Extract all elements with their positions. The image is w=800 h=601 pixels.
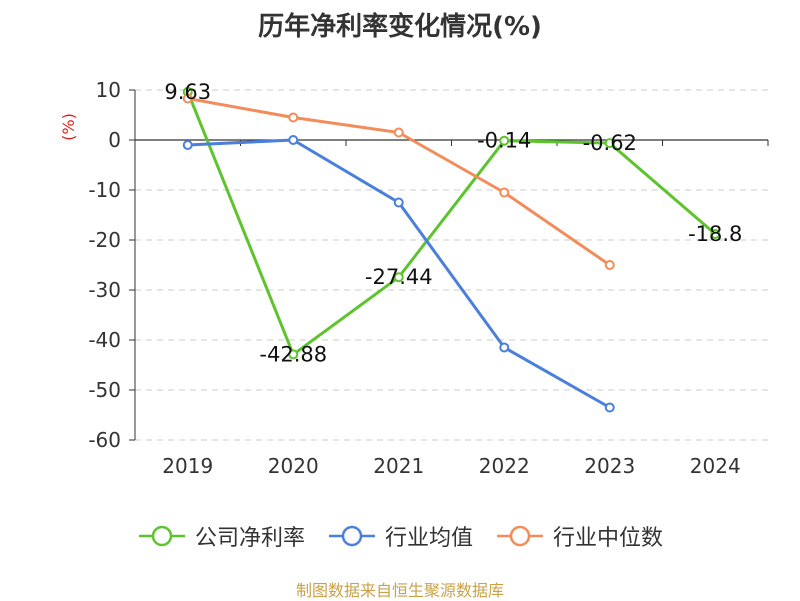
x-tick-label: 2020 <box>268 454 319 478</box>
legend-label: 行业中位数 <box>553 526 664 551</box>
source-note: 制图数据来自恒生聚源数据库 <box>295 581 504 600</box>
y-axis-label: (%) <box>59 113 78 141</box>
y-tick-label: -60 <box>88 428 121 452</box>
y-tick-label: -40 <box>88 328 121 352</box>
data-label: -0.14 <box>477 129 531 153</box>
data-point <box>499 135 510 146</box>
data-point <box>499 187 510 198</box>
data-label: 9.63 <box>164 80 211 104</box>
data-point <box>710 229 721 239</box>
x-tick-label: 2021 <box>373 454 424 478</box>
data-point <box>393 127 404 138</box>
x-tick-label: 2019 <box>162 454 213 478</box>
legend-marker-icon <box>497 525 543 547</box>
legend-item[interactable]: 公司净利率 <box>137 520 305 552</box>
data-point <box>288 112 299 123</box>
legend-item[interactable]: 行业中位数 <box>495 520 663 552</box>
data-point <box>288 135 299 145</box>
y-tick-label: -30 <box>88 278 121 302</box>
legend-marker-icon <box>138 525 185 547</box>
legend: 公司净利率 行业均值 行业中位数 <box>0 520 800 552</box>
y-tick-label: -50 <box>88 378 121 402</box>
legend-item[interactable]: 行业均值 <box>327 520 473 552</box>
legend-label: 公司净利率 <box>194 526 305 551</box>
y-tick-label: -10 <box>88 178 121 202</box>
y-tick-label: 10 <box>96 78 121 102</box>
data-point <box>604 260 615 270</box>
data-point <box>182 93 193 104</box>
series-line <box>186 91 717 356</box>
data-point <box>604 138 615 149</box>
data-point <box>393 197 404 208</box>
y-tick-label: 0 <box>108 128 121 152</box>
series-lines <box>182 86 721 413</box>
data-point <box>288 349 299 360</box>
y-tick-label: -20 <box>88 228 121 252</box>
data-label: -42.88 <box>259 342 327 366</box>
data-label: -0.62 <box>583 131 637 155</box>
x-tick-label: 2023 <box>584 454 635 478</box>
axes <box>129 89 769 441</box>
y-tick-labels: 10 0 -10 -20 -30 -40 -50 -60 <box>88 78 121 452</box>
x-tick-label: 2024 <box>690 454 741 478</box>
data-point <box>182 140 193 150</box>
data-point <box>499 342 510 353</box>
data-point <box>604 402 615 413</box>
data-label: -27.44 <box>365 265 433 289</box>
x-tick-labels: 2019 2020 2021 2022 2023 2024 <box>162 454 740 478</box>
data-labels: 9.63 -42.88 -27.44 -0.14 -0.62 -18.8 <box>164 80 742 367</box>
legend-marker-icon <box>328 525 375 547</box>
legend-label: 行业均值 <box>384 526 473 551</box>
chart-title: 历年净利率变化情况(%) <box>258 12 542 42</box>
data-label: -18.8 <box>688 222 742 246</box>
data-point <box>393 272 404 283</box>
x-tick-label: 2022 <box>479 454 530 478</box>
